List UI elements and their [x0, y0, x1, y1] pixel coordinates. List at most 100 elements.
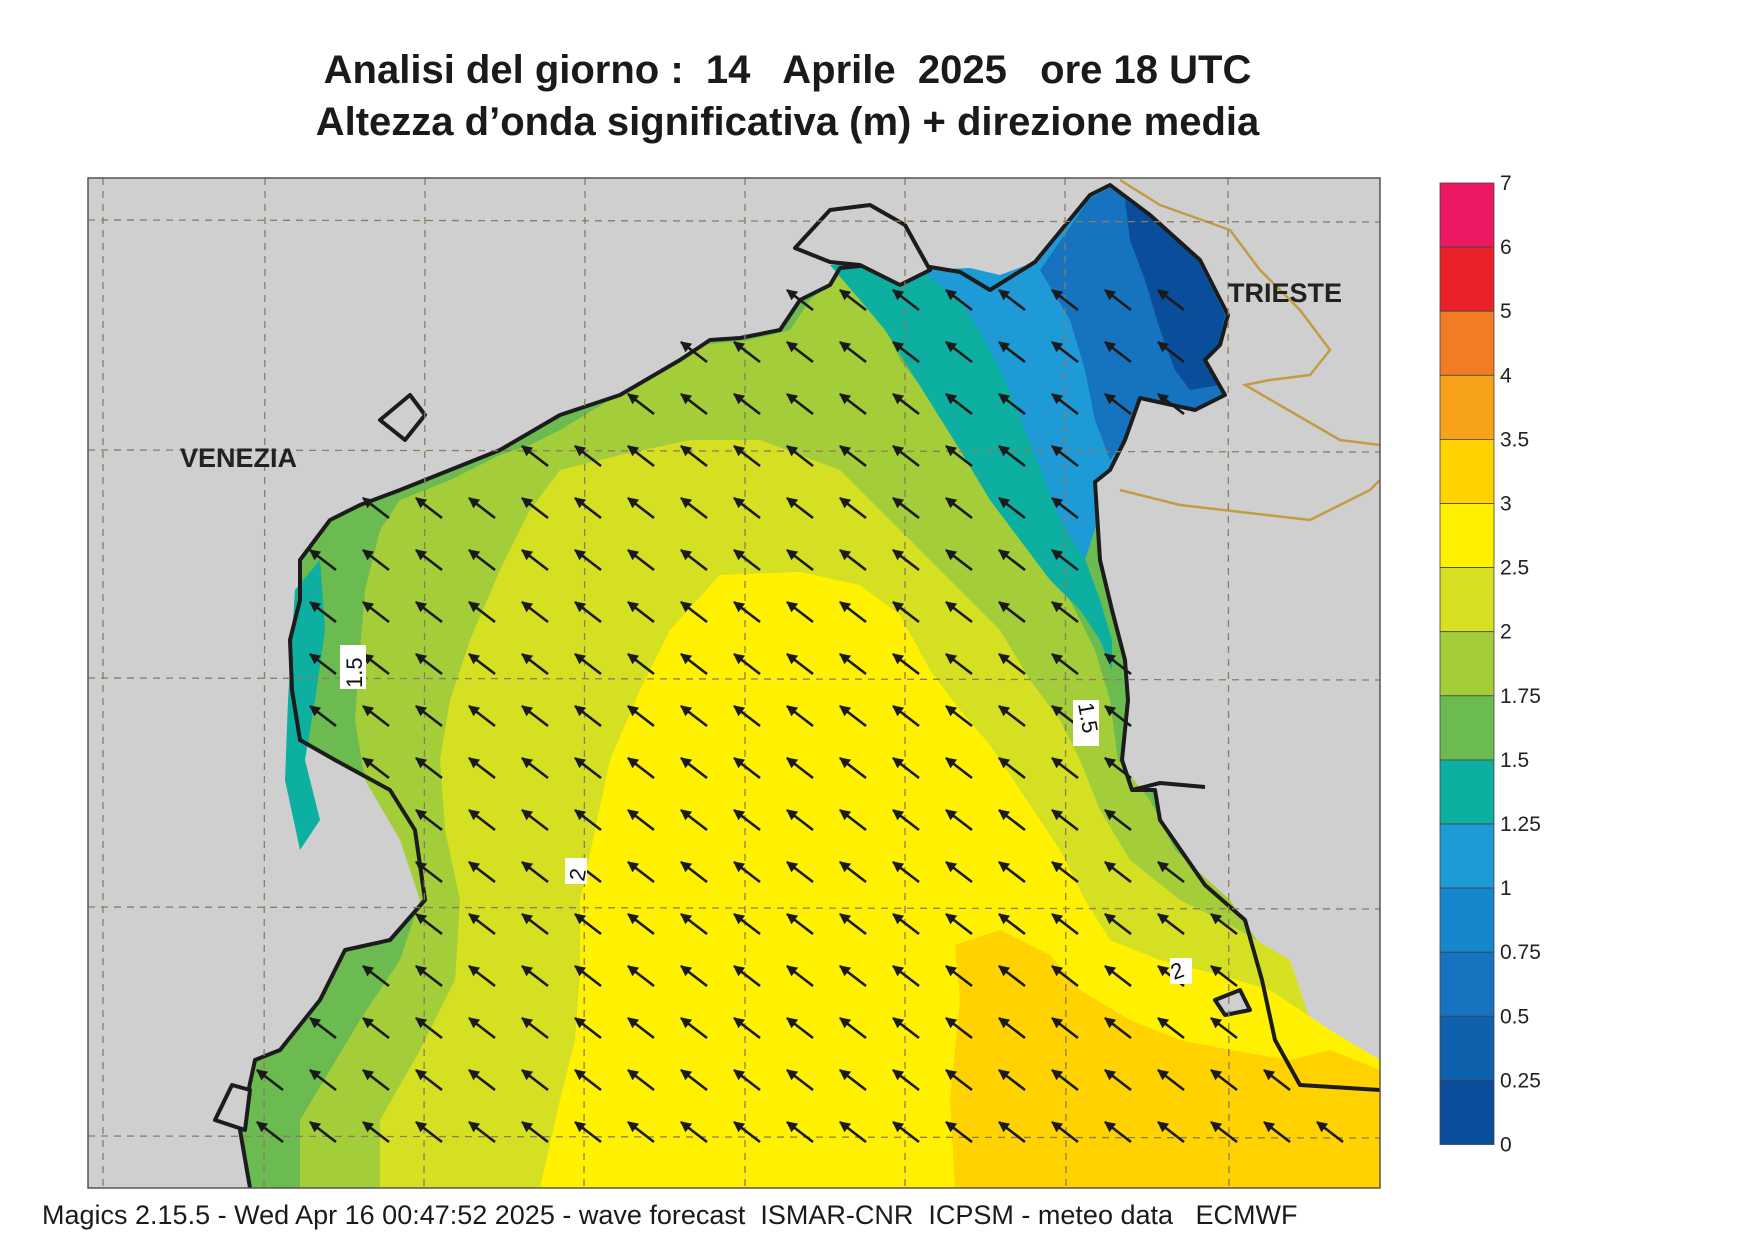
direction-arrow — [627, 912, 655, 936]
direction-arrow — [786, 964, 814, 988]
direction-arrow — [574, 1016, 602, 1040]
direction-arrow — [786, 548, 814, 572]
direction-arrow — [1157, 1120, 1185, 1144]
direction-arrow — [574, 600, 602, 624]
direction-arrow — [733, 808, 761, 832]
direction-arrow — [362, 652, 390, 676]
direction-arrow — [415, 704, 443, 728]
svg-text:1.5: 1.5 — [1073, 701, 1103, 735]
direction-arrow — [733, 1068, 761, 1092]
direction-arrow — [468, 600, 496, 624]
legend-level-label: 0.5 — [1500, 1005, 1529, 1028]
direction-arrow — [733, 548, 761, 572]
direction-arrow — [309, 548, 337, 572]
wave-direction-arrows — [256, 288, 1344, 1144]
direction-arrow — [733, 912, 761, 936]
direction-arrow — [1157, 1016, 1185, 1040]
direction-arrow — [1157, 392, 1185, 416]
direction-arrow — [415, 548, 443, 572]
direction-arrow — [627, 392, 655, 416]
direction-arrow — [998, 912, 1026, 936]
direction-arrow — [839, 652, 867, 676]
legend-level-label: 5 — [1500, 300, 1512, 323]
direction-arrow — [1210, 1120, 1238, 1144]
direction-arrow — [627, 496, 655, 520]
direction-arrow — [786, 340, 814, 364]
direction-arrow — [945, 1016, 973, 1040]
direction-arrow — [680, 860, 708, 884]
city-label-trieste: TRIESTE — [1228, 278, 1342, 308]
direction-arrow — [680, 600, 708, 624]
legend-swatch — [1439, 182, 1495, 248]
direction-arrow — [521, 496, 549, 520]
colorbar-legend: 7 6 5 4 3.5 3 2.5 2 1.75 1.5 1.25 1 0.75 0.5 0.25 0 — [1439, 172, 1541, 1157]
legend-level-label: 6 — [1500, 236, 1512, 259]
direction-arrow — [945, 964, 973, 988]
direction-arrow — [468, 808, 496, 832]
direction-arrow — [1157, 288, 1185, 312]
direction-arrow — [1051, 444, 1079, 468]
direction-arrow — [415, 1016, 443, 1040]
direction-arrow — [680, 444, 708, 468]
direction-arrow — [415, 600, 443, 624]
direction-arrow — [998, 288, 1026, 312]
direction-arrow — [680, 808, 708, 832]
legend-level-label: 1.5 — [1500, 749, 1529, 772]
direction-arrow — [415, 496, 443, 520]
legend-swatch — [1439, 438, 1495, 504]
direction-arrow — [998, 444, 1026, 468]
direction-arrow — [362, 496, 390, 520]
direction-arrow — [1051, 1120, 1079, 1144]
direction-arrow — [1157, 912, 1185, 936]
direction-arrow — [574, 548, 602, 572]
direction-arrow — [521, 756, 549, 780]
direction-arrow — [945, 808, 973, 832]
direction-arrow — [839, 444, 867, 468]
direction-arrow — [839, 340, 867, 364]
direction-arrow — [574, 1120, 602, 1144]
direction-arrow — [733, 444, 761, 468]
direction-arrow — [839, 288, 867, 312]
legend-level-label: 7 — [1500, 172, 1512, 195]
direction-arrow — [1104, 652, 1132, 676]
legend-swatch — [1439, 1015, 1495, 1081]
direction-arrow — [1263, 1120, 1291, 1144]
direction-arrow — [945, 444, 973, 468]
direction-arrow — [680, 340, 708, 364]
direction-arrow — [786, 496, 814, 520]
map-subtitle: Altezza d’onda significativa (m) + direz… — [315, 100, 1260, 144]
direction-arrow — [680, 964, 708, 988]
direction-arrow — [627, 860, 655, 884]
footer-credits: Magics 2.15.5 - Wed Apr 16 00:47:52 2025… — [42, 1200, 1298, 1230]
direction-arrow — [1104, 1016, 1132, 1040]
direction-arrow — [1157, 860, 1185, 884]
direction-arrow — [627, 1120, 655, 1144]
direction-arrow — [945, 548, 973, 572]
direction-arrow — [468, 912, 496, 936]
direction-arrow — [627, 1068, 655, 1092]
legend-level-label: 4 — [1500, 364, 1512, 387]
direction-arrow — [1104, 288, 1132, 312]
direction-arrow — [1104, 912, 1132, 936]
direction-arrow — [892, 600, 920, 624]
direction-arrow — [627, 704, 655, 728]
direction-arrow — [574, 808, 602, 832]
direction-arrow — [680, 392, 708, 416]
direction-arrow — [627, 444, 655, 468]
direction-arrow — [415, 1120, 443, 1144]
direction-arrow — [1104, 860, 1132, 884]
city-label-venezia: VENEZIA — [180, 443, 297, 473]
direction-arrow — [1051, 756, 1079, 780]
legend-level-label: 0.75 — [1500, 941, 1541, 964]
direction-arrow — [362, 704, 390, 728]
legend-swatch — [1439, 310, 1495, 376]
legend-swatch — [1439, 887, 1495, 953]
direction-arrow — [415, 912, 443, 936]
direction-arrow — [1104, 392, 1132, 416]
direction-arrow — [945, 340, 973, 364]
direction-arrow — [786, 1016, 814, 1040]
direction-arrow — [839, 1068, 867, 1092]
direction-arrow — [1051, 1068, 1079, 1092]
direction-arrow — [733, 964, 761, 988]
direction-arrow — [309, 704, 337, 728]
